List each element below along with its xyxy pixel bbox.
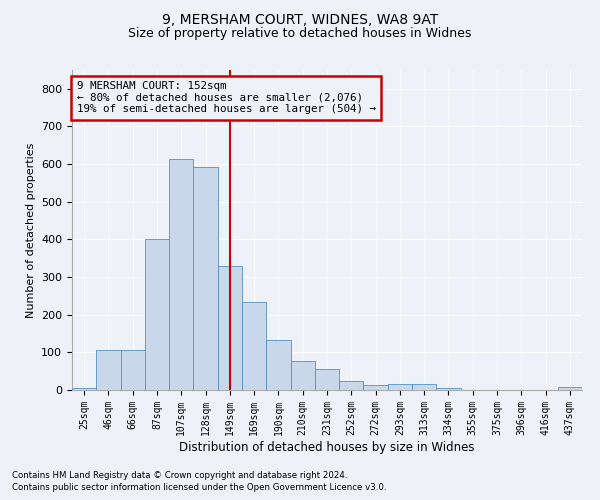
Bar xyxy=(436,388,461,390)
Bar xyxy=(145,238,169,390)
Bar xyxy=(558,388,582,390)
Bar xyxy=(218,266,242,390)
Bar xyxy=(96,350,121,390)
Bar xyxy=(266,340,290,390)
Bar xyxy=(193,167,218,390)
Bar xyxy=(290,360,315,390)
Text: Contains public sector information licensed under the Open Government Licence v3: Contains public sector information licen… xyxy=(12,484,386,492)
X-axis label: Distribution of detached houses by size in Widnes: Distribution of detached houses by size … xyxy=(179,440,475,454)
Bar xyxy=(364,385,388,390)
Bar xyxy=(121,350,145,390)
Bar xyxy=(315,370,339,390)
Text: 9, MERSHAM COURT, WIDNES, WA8 9AT: 9, MERSHAM COURT, WIDNES, WA8 9AT xyxy=(162,12,438,26)
Text: 9 MERSHAM COURT: 152sqm
← 80% of detached houses are smaller (2,076)
19% of semi: 9 MERSHAM COURT: 152sqm ← 80% of detache… xyxy=(77,82,376,114)
Bar xyxy=(169,159,193,390)
Bar xyxy=(72,388,96,390)
Bar xyxy=(339,380,364,390)
Bar xyxy=(388,384,412,390)
Text: Contains HM Land Registry data © Crown copyright and database right 2024.: Contains HM Land Registry data © Crown c… xyxy=(12,471,347,480)
Y-axis label: Number of detached properties: Number of detached properties xyxy=(26,142,35,318)
Bar xyxy=(412,384,436,390)
Text: Size of property relative to detached houses in Widnes: Size of property relative to detached ho… xyxy=(128,28,472,40)
Bar xyxy=(242,302,266,390)
